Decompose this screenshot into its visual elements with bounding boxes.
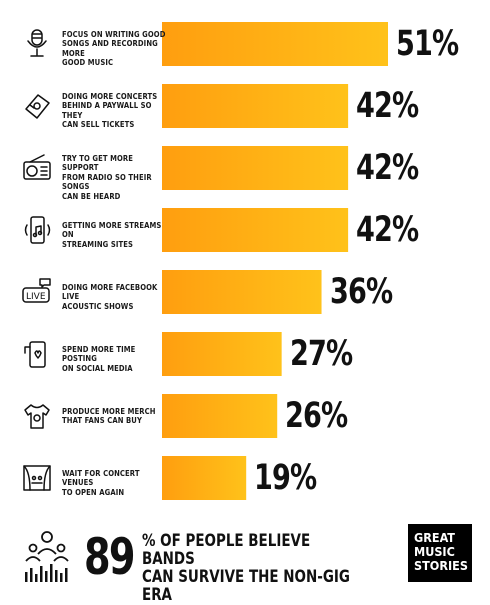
- footer-text: % OF PEOPLE BELIEVE BANDS CAN SURVIVE TH…: [142, 532, 362, 604]
- bar-1: [162, 22, 388, 66]
- ticket-icon: [25, 94, 50, 119]
- category-label: DOING MORE FACEBOOK LIVE ACOUSTIC SHOWS: [62, 282, 158, 311]
- bar-7: [162, 394, 278, 438]
- category-label: TRY TO GET MORE SUPPORT FROM RADIO SO THE…: [62, 153, 152, 201]
- value-label: 36%: [329, 272, 393, 312]
- smartphone-music-icon: [24, 216, 51, 244]
- bar-6: [162, 332, 282, 376]
- live-chat-icon: LIVE: [22, 278, 51, 303]
- logo-line3: STORIES: [414, 558, 468, 573]
- bar-4: [162, 208, 349, 252]
- value-label: 27%: [289, 334, 353, 374]
- footer-number: 89: [84, 528, 136, 586]
- bar-5: [162, 270, 322, 314]
- audience-icon: [25, 531, 69, 582]
- bar-3: [162, 146, 349, 190]
- svg-text:LIVE: LIVE: [26, 292, 46, 302]
- stage-icon: [23, 465, 51, 491]
- category-label: PRODUCE MORE MERCH THAT FANS CAN BUY: [62, 406, 156, 426]
- category-label: SPEND MORE TIME POSTING ON SOCIAL MEDIA: [62, 344, 136, 373]
- value-label: 19%: [254, 458, 317, 498]
- tshirt-icon: [24, 404, 50, 429]
- category-label: DOING MORE CONCERTS BEHIND A PAYWALL SO T…: [62, 91, 158, 130]
- microphone-icon: [27, 29, 47, 57]
- value-label: 26%: [285, 396, 348, 436]
- category-label: FOCUS ON WRITING GOOD SONGS AND RECORDING…: [62, 29, 166, 68]
- category-label: GETTING MORE STREAMS ON STREAMING SITES: [62, 220, 162, 249]
- phone-like-icon: [24, 341, 46, 368]
- value-label: 51%: [396, 24, 459, 64]
- footer-text-line2: CAN SURVIVE THE NON-GIG ERA: [142, 567, 350, 605]
- logo-line1: GREAT: [414, 530, 455, 545]
- value-label: 42%: [356, 210, 419, 250]
- footer-text-line1: % OF PEOPLE BELIEVE BANDS: [142, 531, 311, 569]
- radio-icon: [23, 154, 51, 180]
- value-label: 42%: [356, 148, 419, 188]
- category-label: WAIT FOR CONCERT VENUES TO OPEN AGAIN: [62, 468, 140, 497]
- bar-2: [162, 84, 349, 128]
- logo: GREAT MUSIC STORIES: [408, 524, 472, 582]
- bar-8: [162, 456, 247, 500]
- value-label: 42%: [356, 86, 419, 126]
- logo-line2: MUSIC: [414, 544, 455, 559]
- bar-chart: [162, 22, 388, 500]
